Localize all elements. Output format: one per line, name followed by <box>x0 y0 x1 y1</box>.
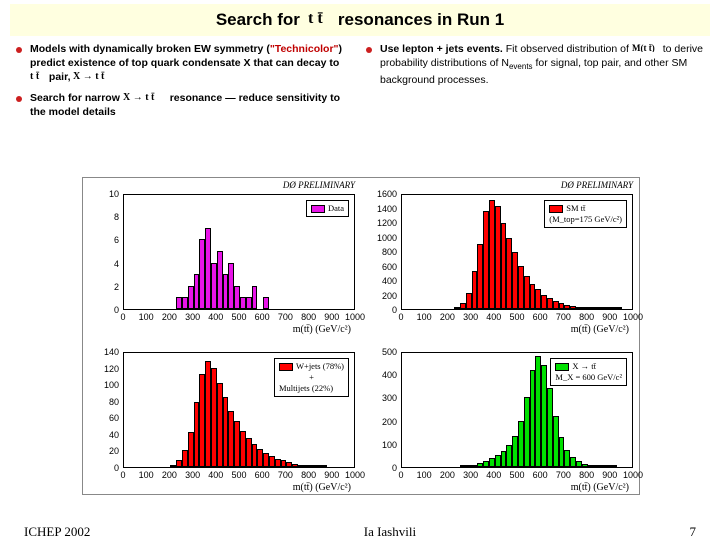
footer-mid: Ia Iashvili <box>364 524 416 540</box>
bullet-area: Models with dynamically broken EW symmet… <box>0 36 720 127</box>
bullet-2: Search for narrow X → t t̄ resonance — r… <box>30 91 354 119</box>
svg-text:t t̄: t t̄ <box>308 9 323 26</box>
dzero-label: DØ PRELIMINARY <box>561 180 633 190</box>
mtt-icon: M(t t̄) <box>632 42 660 56</box>
bullet-1: Models with dynamically broken EW symmet… <box>30 42 354 85</box>
charts-panel: DØ PRELIMINARY 0246810010020030040050060… <box>82 177 640 495</box>
svg-text:X → t t̄: X → t t̄ <box>73 71 105 80</box>
footer-left: ICHEP 2002 <box>24 524 90 540</box>
chart-resonance: 0100200300400500010020030040050060070080… <box>361 336 639 494</box>
dzero-label: DØ PRELIMINARY <box>283 180 355 190</box>
svg-text:M(t t̄): M(t t̄) <box>632 43 655 52</box>
svg-text:X → t t̄: X → t t̄ <box>123 92 155 101</box>
title-left: Search for <box>216 10 300 30</box>
bullet-dot <box>16 96 22 102</box>
title-right: resonances in Run 1 <box>338 10 504 30</box>
title-bar: Search for t t̄ resonances in Run 1 <box>10 4 710 36</box>
right-col: Use lepton + jets events. Fit observed d… <box>366 42 704 125</box>
svg-text:t t̄: t t̄ <box>30 71 40 80</box>
bullet-3: Use lepton + jets events. Fit observed d… <box>380 42 704 87</box>
decay-icon: X → t t̄ <box>123 91 167 105</box>
ttbar-icon: t t̄ <box>30 70 46 84</box>
footer: ICHEP 2002 Ia Iashvili 7 <box>0 524 720 540</box>
chart-wjets: 0204060801001201400100200300400500600700… <box>83 336 361 494</box>
footer-right: 7 <box>689 524 696 540</box>
bullet-dot <box>366 47 372 53</box>
left-col: Models with dynamically broken EW symmet… <box>16 42 354 125</box>
chart-sm-tt: DØ PRELIMINARY 0200400600800100012001400… <box>361 178 639 336</box>
chart-data: DØ PRELIMINARY 0246810010020030040050060… <box>83 178 361 336</box>
decay-icon: X → t t̄ <box>73 70 117 84</box>
bullet-dot <box>16 47 22 53</box>
ttbar-icon: t t̄ <box>306 9 332 32</box>
